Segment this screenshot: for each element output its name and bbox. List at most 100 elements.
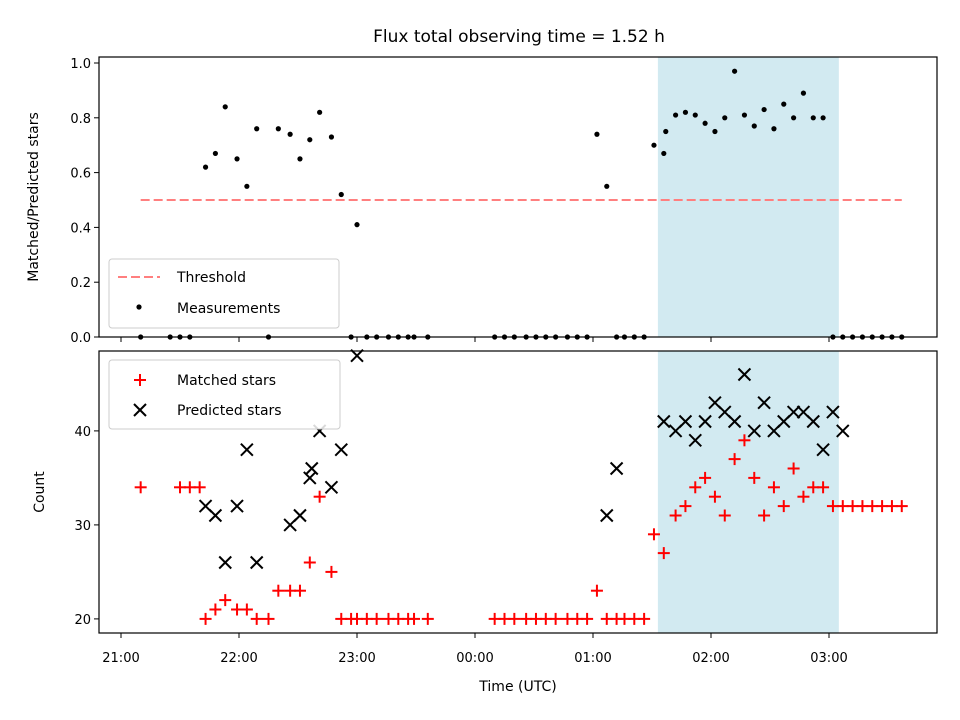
measurement-point (651, 142, 657, 148)
legend-predicted-swatch (133, 403, 147, 417)
measurement-point (741, 112, 748, 118)
measurement-point (202, 164, 209, 170)
measurement-point (338, 191, 344, 198)
matched-star-point (787, 462, 800, 475)
predicted-star-point (678, 414, 693, 429)
measurement-point (732, 68, 738, 74)
measurement-point (254, 126, 260, 132)
bottom-y-tick-label: 30 (74, 519, 91, 534)
matched-star-point (758, 509, 771, 522)
predicted-star-point (609, 461, 624, 476)
predicted-star-point (816, 442, 830, 457)
top-legend: Threshold Measurements (108, 258, 340, 329)
predicted-star-point (727, 414, 742, 429)
measurement-point (212, 150, 218, 157)
matched-star-point (325, 565, 338, 578)
bottom-shaded-region (657, 351, 839, 633)
measurement-point (722, 115, 728, 121)
measurement-point (673, 112, 679, 118)
predicted-star-point (249, 555, 264, 570)
measurement-point (751, 123, 757, 129)
matched-star-point (313, 490, 326, 503)
predicted-star-point (688, 433, 702, 448)
matched-star-point (689, 481, 702, 494)
top-legend-box (108, 258, 340, 329)
legend-measurements-swatch (136, 304, 142, 310)
bottom-y-axis-label: Count (32, 471, 48, 513)
measurement-point (234, 156, 240, 162)
predicted-star-point (786, 405, 801, 419)
top-y-tick-label: 0.8 (70, 112, 91, 127)
x-tick-label: 03:00 (810, 651, 847, 666)
top-x-ticks (120, 337, 830, 342)
measurement-point (354, 222, 360, 228)
x-tick-label: 02:00 (692, 651, 729, 666)
matched-star-point (590, 584, 603, 597)
x-tick-label: 00:00 (456, 651, 493, 666)
matched-star-point (669, 509, 682, 522)
top-panel: 0.0 0.2 0.4 0.6 0.8 1.0 Matched/Predicted sta… (26, 56, 938, 346)
bottom-legend: Matched stars Predicted stars (108, 359, 341, 430)
matched-star-point (699, 471, 712, 484)
x-tick-label: 01:00 (574, 651, 611, 666)
bottom-x-axis: 21:00 22:00 23:00 00:00 01:00 02:00 03:00 (102, 633, 848, 666)
matched-star-point (293, 584, 306, 597)
legend-matched-swatch (134, 374, 146, 386)
matched-star-point (134, 481, 147, 494)
measurement-point (275, 126, 281, 132)
matched-star-point (738, 434, 751, 447)
legend-predicted-label: Predicted stars (177, 403, 282, 419)
predicted-star-point (324, 480, 339, 495)
predicted-star-point (757, 395, 771, 410)
measurement-point (594, 131, 600, 137)
x-tick-label: 23:00 (338, 651, 375, 666)
bottom-y-axis: 20 30 40 (74, 425, 99, 628)
measurement-point (810, 115, 816, 121)
top-y-tick-label: 0.6 (70, 167, 91, 182)
count-points (134, 348, 908, 625)
top-shaded-region (657, 57, 839, 337)
measurement-point (820, 115, 826, 121)
matched-star-point (408, 612, 421, 625)
x-tick-label: 22:00 (220, 651, 257, 666)
legend-measurements-label: Measurements (177, 301, 280, 317)
x-axis-label: Time (UTC) (478, 679, 556, 695)
matched-star-point (748, 471, 761, 484)
matched-star-point (679, 500, 692, 513)
matched-star-point (209, 603, 222, 616)
measurement-point (702, 120, 708, 126)
measurement-point (307, 137, 313, 143)
matched-star-point (581, 612, 594, 625)
measurement-point (712, 128, 718, 135)
matched-star-point (272, 584, 285, 597)
predicted-star-point (230, 499, 244, 513)
bottom-y-tick-label: 40 (74, 425, 91, 440)
bottom-axes-frame (98, 350, 938, 634)
matched-star-point (638, 612, 651, 625)
measurement-point (791, 115, 797, 121)
measurement-point (692, 112, 698, 118)
measurement-point (604, 183, 610, 189)
measurement-point (328, 134, 335, 140)
matched-star-point (240, 603, 253, 616)
matched-star-point (370, 612, 383, 625)
matched-star-point (303, 556, 316, 569)
matched-star-point (657, 547, 670, 560)
measurement-point (800, 90, 807, 96)
matched-star-point (250, 612, 263, 625)
predicted-star-point (218, 555, 232, 570)
predicted-star-point (826, 405, 840, 419)
matched-star-point (797, 490, 810, 503)
legend-threshold-label: Threshold (176, 270, 246, 286)
matched-star-point (193, 481, 206, 494)
bottom-legend-box (108, 359, 341, 430)
matched-star-point (767, 481, 780, 494)
measurement-point (297, 156, 303, 162)
top-y-axis: 0.0 0.2 0.4 0.6 0.8 1.0 (70, 57, 99, 346)
measurement-point (771, 126, 777, 132)
matched-star-point (508, 612, 521, 625)
predicted-star-point (657, 414, 671, 429)
predicted-star-point (698, 414, 712, 429)
top-y-tick-label: 1.0 (70, 57, 91, 72)
